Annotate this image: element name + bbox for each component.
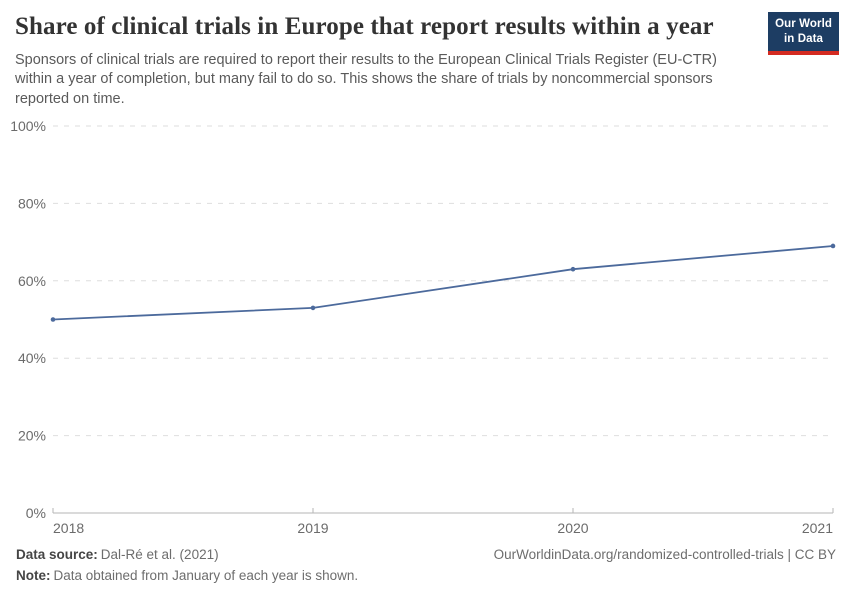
data-line — [52, 245, 834, 321]
chart-subtitle: Sponsors of clinical trials are required… — [15, 52, 717, 107]
y-tick-label: 40% — [18, 350, 46, 366]
data-source-label: Data source: — [16, 547, 98, 562]
data-point[interactable] — [570, 266, 576, 272]
note-label: Note: — [16, 568, 51, 583]
data-source-line: Data source: Dal-Ré et al. (2021) — [16, 547, 219, 562]
y-tick-label: 100% — [10, 118, 46, 134]
note-text: Data obtained from January of each year … — [53, 568, 359, 583]
y-tick-label: 0% — [26, 505, 46, 521]
line-chart: 0% 20% 40% 60% 80% 100% 2018 2019 2020 2021 — [10, 118, 836, 536]
y-tick-label: 20% — [18, 428, 46, 444]
x-tick-label: 2020 — [557, 520, 588, 536]
data-point[interactable] — [50, 317, 56, 322]
x-tick-label: 2019 — [297, 520, 328, 536]
data-point[interactable] — [310, 305, 316, 311]
note-line: Note: Data obtained from January of each … — [16, 568, 358, 583]
x-tick-label: 2018 — [53, 520, 84, 536]
y-tick-label: 60% — [18, 273, 46, 289]
x-tick-label: 2021 — [802, 520, 833, 536]
owid-logo-line1: Our World — [775, 18, 832, 30]
data-point[interactable] — [830, 243, 836, 249]
y-tick-label: 80% — [18, 195, 46, 211]
page-title: Share of clinical trials in Europe that … — [15, 13, 714, 40]
credit-link[interactable]: OurWorldinData.org/randomized-controlled… — [493, 547, 836, 562]
owid-logo[interactable]: Our World in Data — [768, 12, 839, 55]
owid-logo-line2: in Data — [784, 32, 824, 45]
data-source-text: Dal-Ré et al. (2021) — [100, 547, 219, 562]
